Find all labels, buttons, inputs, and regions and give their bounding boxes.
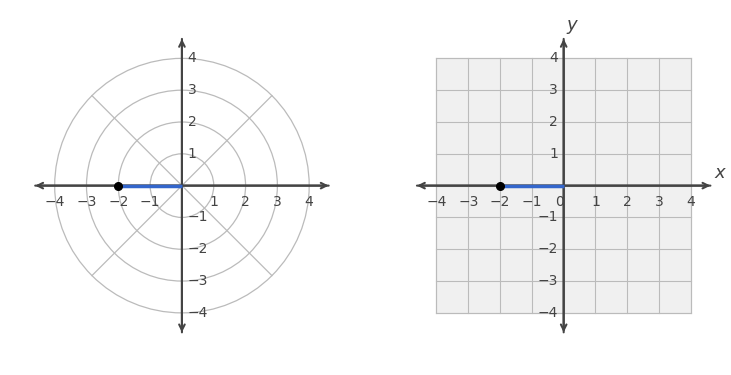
Text: 4: 4 — [188, 51, 197, 65]
Text: 4: 4 — [305, 195, 314, 208]
Text: 3: 3 — [273, 195, 281, 208]
Text: −4: −4 — [426, 195, 447, 208]
Text: −2: −2 — [188, 242, 208, 256]
Text: −3: −3 — [458, 195, 478, 208]
Text: 1: 1 — [209, 195, 218, 208]
Text: −1: −1 — [188, 210, 208, 224]
Text: y: y — [567, 16, 577, 34]
Text: −2: −2 — [490, 195, 510, 208]
Text: 2: 2 — [188, 115, 197, 129]
Text: 2: 2 — [623, 195, 632, 208]
Text: −1: −1 — [522, 195, 542, 208]
Text: −1: −1 — [537, 210, 558, 224]
Text: −3: −3 — [188, 274, 208, 288]
Text: 1: 1 — [549, 147, 558, 161]
Text: 3: 3 — [549, 83, 558, 97]
Text: 4: 4 — [686, 195, 695, 208]
Text: 3: 3 — [655, 195, 664, 208]
Bar — [436, 58, 691, 313]
Text: 1: 1 — [188, 147, 197, 161]
Text: −4: −4 — [45, 195, 65, 208]
Text: x: x — [715, 165, 725, 183]
Text: −2: −2 — [537, 242, 558, 256]
Text: −4: −4 — [537, 306, 558, 320]
Text: 0: 0 — [556, 195, 564, 208]
Text: 3: 3 — [188, 83, 197, 97]
Text: −4: −4 — [188, 306, 208, 320]
Text: 2: 2 — [241, 195, 250, 208]
Text: −3: −3 — [537, 274, 558, 288]
Text: −1: −1 — [140, 195, 160, 208]
Text: 4: 4 — [549, 51, 558, 65]
Text: −3: −3 — [76, 195, 96, 208]
Text: −2: −2 — [108, 195, 129, 208]
Text: 1: 1 — [591, 195, 600, 208]
Text: 2: 2 — [549, 115, 558, 129]
